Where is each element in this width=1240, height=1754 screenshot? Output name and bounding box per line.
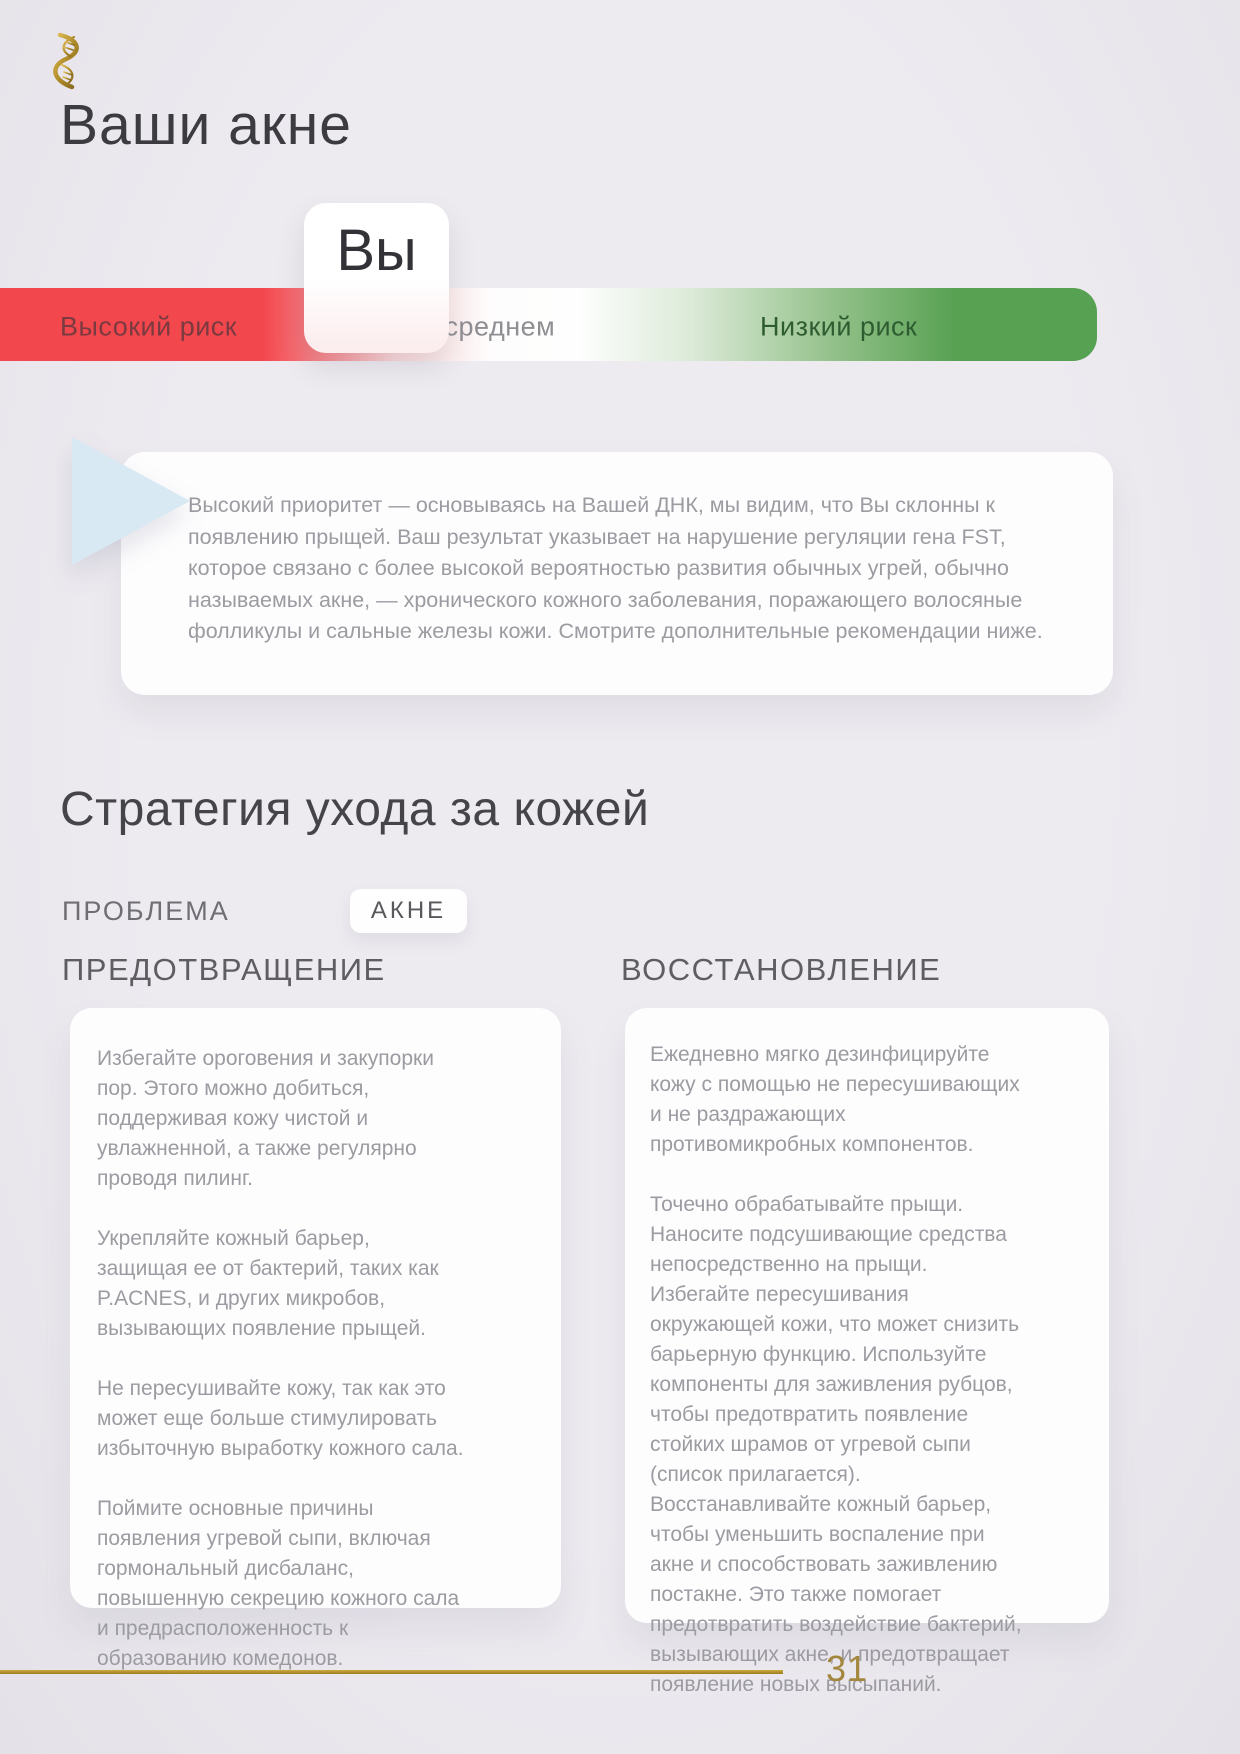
strategy-section-title: Стратегия ухода за кожей: [60, 783, 650, 836]
restoration-paragraph: Точечно обрабатывайте прыщи. Наносите по…: [650, 1193, 1022, 1696]
prevention-heading: ПРЕДОТВРАЩЕНИЕ: [62, 952, 386, 987]
priority-summary-text: Высокий приоритет — основываясь на Вашей…: [188, 493, 1043, 643]
dna-helix-icon: [46, 32, 88, 92]
risk-label-low: Низкий риск: [760, 310, 918, 341]
priority-summary-card: Высокий приоритет — основываясь на Вашей…: [121, 452, 1113, 695]
prevention-paragraph: Избегайте ороговения и закупорки пор. Эт…: [97, 1047, 434, 1190]
page-number: 31: [826, 1648, 869, 1689]
restoration-card: Ежедневно мягко дезинфицируйте кожу с по…: [625, 1008, 1109, 1696]
risk-label-high: Высокий риск: [60, 310, 238, 341]
problem-value-badge: АКНЕ: [350, 889, 467, 933]
page-title: Ваши акне: [60, 93, 352, 157]
restoration-paragraph: Ежедневно мягко дезинфицируйте кожу с по…: [650, 1043, 1020, 1156]
triangle-right-icon: [72, 437, 190, 565]
prevention-card: Избегайте ороговения и закупорки пор. Эт…: [70, 1008, 561, 1670]
problem-label: ПРОБЛЕМА: [62, 896, 230, 926]
your-result-marker-label: Вы: [336, 218, 417, 283]
prevention-paragraph: Не пересушивайте кожу, так как это может…: [97, 1377, 464, 1460]
prevention-paragraph: Поймите основные причины появления угрев…: [97, 1497, 460, 1670]
risk-gradient-bar: Высокий риск В среднем Низкий риск: [0, 288, 1097, 361]
footer-divider-line: [0, 1670, 783, 1674]
restoration-heading: ВОССТАНОВЛЕНИЕ: [621, 952, 942, 987]
your-result-marker: Вы: [304, 203, 449, 353]
prevention-paragraph: Укрепляйте кожный барьер, защищая ее от …: [97, 1227, 439, 1340]
